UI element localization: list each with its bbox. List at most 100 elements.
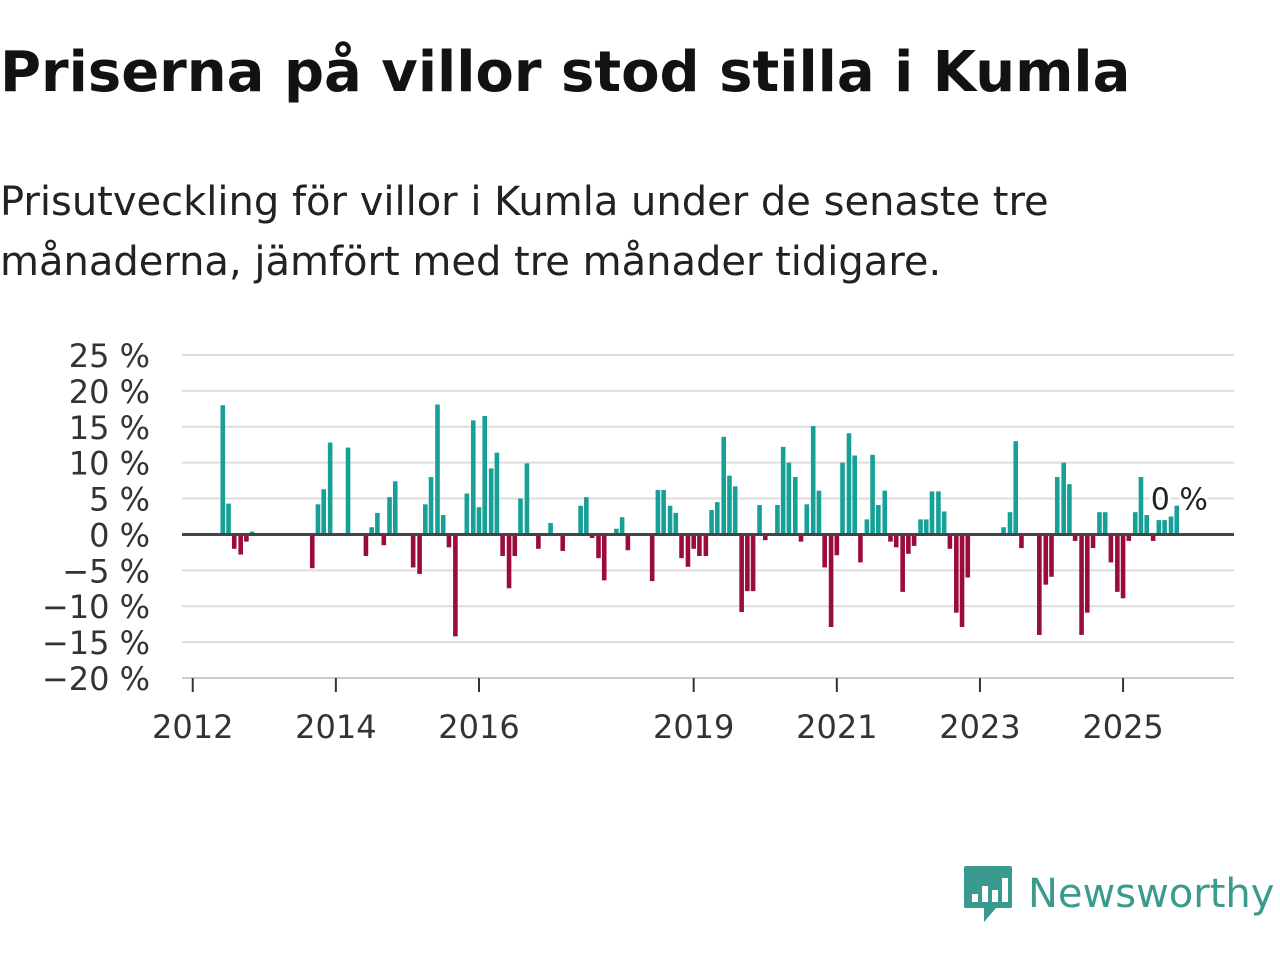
bar — [834, 534, 840, 556]
newsworthy-logo: Newsworthy — [962, 864, 1274, 924]
bar — [440, 515, 446, 535]
bar — [417, 534, 422, 574]
bar — [387, 497, 392, 535]
bar — [423, 504, 428, 535]
bar — [482, 416, 488, 535]
bar — [453, 534, 458, 637]
bar — [1126, 534, 1132, 541]
x-tick-label: 2021 — [796, 708, 877, 746]
gridlines — [182, 354, 1234, 679]
bar — [363, 534, 369, 556]
bar — [381, 534, 387, 546]
bar — [882, 490, 888, 535]
bar — [375, 512, 380, 535]
bar — [1054, 477, 1060, 535]
bar — [745, 534, 750, 592]
bar — [1061, 462, 1066, 535]
bar — [775, 505, 780, 535]
bar — [309, 534, 315, 569]
bar — [536, 534, 541, 549]
bar — [661, 489, 666, 535]
bar — [1097, 512, 1102, 535]
y-tick-label: 5 % — [89, 481, 150, 519]
bar — [715, 502, 720, 535]
bar — [560, 534, 566, 551]
bar — [1037, 534, 1042, 635]
bar — [727, 475, 732, 535]
chart-title: Priserna på villor stod stilla i Kumla — [0, 40, 1131, 105]
bar — [428, 477, 434, 535]
bar — [959, 534, 965, 628]
bar — [810, 426, 816, 535]
bar — [965, 534, 971, 578]
bar — [327, 442, 333, 535]
bar — [1150, 534, 1156, 541]
bar — [793, 477, 798, 535]
bar — [667, 505, 673, 535]
bar — [828, 534, 834, 628]
bar — [941, 511, 947, 535]
bar — [911, 534, 917, 546]
bar — [596, 534, 601, 559]
bar — [614, 528, 619, 535]
bar — [739, 534, 744, 612]
y-tick-label: −15 % — [42, 624, 150, 662]
bar — [732, 486, 738, 535]
bar — [518, 498, 523, 535]
bar — [1072, 534, 1078, 541]
bar — [947, 534, 953, 549]
bar — [584, 497, 589, 535]
bar — [918, 519, 923, 535]
bar-chart: 25 %20 %15 %10 %5 %0 %−5 %−10 %−15 %−20 … — [42, 337, 1234, 746]
x-tick-label: 2019 — [653, 708, 734, 746]
bar — [589, 534, 595, 539]
bar — [721, 436, 727, 535]
y-tick-label: 15 % — [69, 409, 150, 447]
bar — [697, 534, 702, 556]
bar — [1108, 534, 1114, 563]
bar — [780, 446, 786, 535]
bar — [226, 503, 231, 535]
bar — [578, 505, 583, 535]
bars — [220, 404, 1180, 637]
bar — [762, 534, 768, 541]
bar — [476, 507, 482, 535]
y-tick-label: 25 % — [69, 337, 150, 375]
y-tick-label: 10 % — [69, 445, 150, 483]
bar — [1138, 477, 1144, 535]
bar — [619, 517, 625, 535]
bar — [936, 491, 941, 535]
bar — [1174, 505, 1180, 535]
y-tick-label: −20 % — [42, 660, 150, 698]
brand-name: Newsworthy — [1028, 871, 1275, 917]
chart-subtitle: Prisutveckling för villor i Kumla under … — [0, 179, 1049, 285]
x-tick-label: 2012 — [152, 708, 233, 746]
bar — [1079, 534, 1084, 635]
last-value-label: 0 % — [1151, 482, 1208, 517]
bar — [798, 534, 804, 542]
bar — [446, 534, 452, 548]
bar — [1084, 534, 1090, 613]
bar — [685, 534, 691, 567]
bar — [1115, 534, 1120, 592]
bar — [709, 510, 714, 535]
bar — [750, 534, 756, 592]
bar — [601, 534, 607, 581]
bar — [679, 534, 684, 559]
x-tick-label: 2023 — [939, 708, 1020, 746]
bar — [625, 534, 631, 551]
y-tick-label: 0 % — [89, 516, 150, 554]
bar — [906, 534, 911, 554]
bar — [900, 534, 905, 592]
bar — [1144, 515, 1149, 535]
bar — [220, 405, 226, 535]
bar — [1102, 512, 1108, 535]
bar — [464, 493, 470, 535]
bar — [548, 522, 553, 535]
bar — [929, 491, 935, 535]
bar — [864, 519, 870, 535]
bar — [512, 534, 518, 556]
bar — [470, 420, 476, 535]
bar — [345, 447, 351, 535]
bar — [876, 505, 881, 535]
